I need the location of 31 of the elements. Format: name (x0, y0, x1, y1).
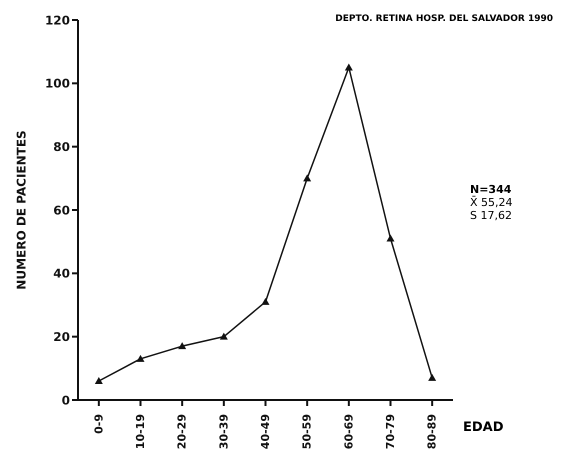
y-tick-label: 80 (53, 140, 70, 154)
point (94, 377, 103, 384)
point (344, 64, 353, 70)
y-tick-label: 20 (53, 330, 70, 344)
x-tick-label: 60-69 (342, 414, 356, 450)
y-tick-label: 60 (53, 203, 70, 218)
y-tick-label: 120 (44, 13, 70, 28)
point (136, 354, 144, 362)
y-tick-label: 40 (53, 266, 70, 281)
x-tick-label: 30-39 (217, 414, 230, 450)
x-tick-label: 80-89 (426, 414, 439, 450)
x-tick-label: 70-79 (384, 414, 397, 450)
point (178, 342, 186, 350)
x-tick-label: 50-59 (300, 414, 314, 450)
point (220, 332, 228, 340)
annotation: DEPTO. RETINA HOSP. DEL SALVADOR 1990 (335, 14, 553, 24)
x-tick-label: 0-9 (92, 414, 106, 434)
text: S 17,62 (470, 209, 513, 222)
text: N=344 (470, 183, 512, 196)
point (386, 234, 394, 242)
text: X̄ 55,24 (470, 196, 513, 209)
y-tick-label: 100 (44, 76, 70, 91)
point (262, 298, 270, 305)
x-tick-label: 10-19 (134, 414, 147, 450)
x-tick-label: 20-29 (176, 414, 189, 450)
x-axis-title: EDAD (463, 420, 504, 435)
y-tick-label: 0 (62, 393, 70, 408)
point (428, 374, 436, 381)
y-axis-title: NUMERO DE PACIENTES (14, 130, 28, 290)
x-tick-label: 40-49 (259, 414, 272, 450)
point (303, 174, 312, 182)
